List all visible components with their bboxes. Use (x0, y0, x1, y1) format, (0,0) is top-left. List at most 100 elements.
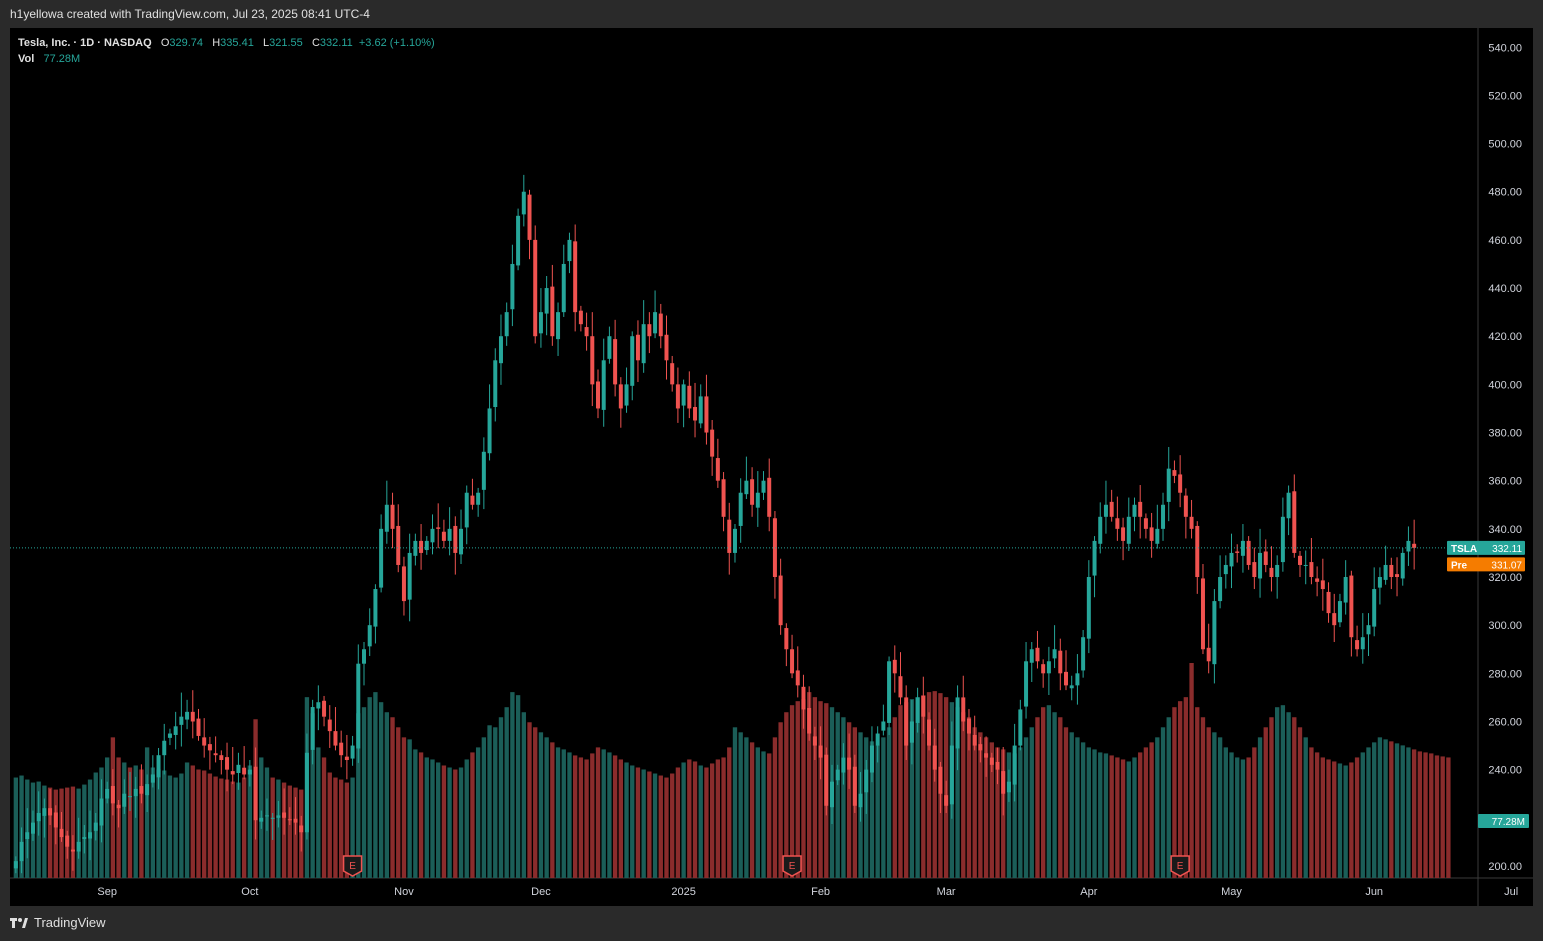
candle-body (1280, 516, 1285, 563)
legend-low: 321.55 (269, 37, 303, 49)
candlestick-chart[interactable]: 540.00 520.00 500.00 480.00 460.00 440.00 420.… (10, 28, 1533, 906)
candle-body (630, 336, 635, 386)
volume-bar (224, 779, 230, 878)
volume-bar (1092, 749, 1097, 878)
candle-body (133, 788, 138, 797)
candle-body (1263, 551, 1268, 565)
volume-bar (1303, 737, 1308, 878)
candle-body (247, 769, 252, 775)
candle-body (989, 757, 994, 765)
volume-bar (624, 762, 629, 878)
volume-bar (378, 702, 384, 878)
candle-body (858, 793, 863, 808)
candle-body (162, 740, 167, 756)
volume-bar (1132, 757, 1137, 878)
volume-bar (1206, 727, 1211, 878)
volume-bar (647, 771, 652, 878)
candle-body (1029, 649, 1034, 663)
candle-body (333, 731, 338, 746)
volume-bar (464, 759, 469, 878)
volume-bar (652, 773, 658, 878)
volume-bar (784, 712, 789, 878)
volume-bar (1143, 747, 1149, 878)
volume-bar (1189, 663, 1194, 878)
candle-body (259, 817, 264, 822)
volume-bar (453, 769, 458, 878)
candle-body (1269, 567, 1274, 578)
candle-body (276, 815, 281, 818)
candle-body (1103, 504, 1108, 517)
volume-bar (527, 722, 532, 878)
candle-body (635, 334, 640, 361)
candle-body (1161, 504, 1166, 529)
candle-body (59, 828, 64, 838)
candle-body (99, 798, 104, 826)
candle-body (150, 774, 155, 783)
volume-bar (1343, 765, 1348, 878)
candle-body (122, 793, 127, 807)
candle-body (1189, 516, 1194, 529)
candle-body (185, 711, 190, 720)
candle-body (909, 721, 914, 743)
candle-body (675, 384, 680, 409)
y-tick-label: 380.00 (1488, 428, 1522, 440)
candle-body (681, 384, 686, 406)
volume-bar (909, 699, 915, 878)
x-tick-label: Oct (241, 886, 258, 898)
candle-body (710, 429, 715, 457)
volume-bar (1320, 757, 1325, 878)
volume-bar (1257, 737, 1263, 878)
candle-body (1121, 527, 1126, 541)
volume-bar (875, 745, 880, 878)
candle-body (556, 312, 561, 340)
volume-bar (1046, 705, 1052, 878)
candle-body (1064, 671, 1068, 686)
volume-bar (1377, 737, 1383, 878)
x-tick-label: 2025 (671, 886, 695, 898)
candle-body (1320, 580, 1325, 590)
candle-body (93, 822, 98, 831)
candle-body (42, 808, 47, 816)
volume-bar (1012, 753, 1017, 878)
candle-body (1109, 501, 1114, 517)
volume-bar (167, 775, 173, 878)
chart-area[interactable]: 540.00 520.00 500.00 480.00 460.00 440.00 420.… (10, 28, 1533, 906)
volume-bar (641, 769, 646, 878)
volume-bar (504, 707, 509, 878)
volume-bar (607, 752, 612, 878)
y-tick-label: 480.00 (1488, 187, 1522, 199)
candle-body (584, 327, 589, 337)
volume-bar (1354, 757, 1360, 878)
volume-bar (1252, 747, 1257, 878)
candle-body (704, 396, 709, 433)
candle-body (881, 721, 886, 731)
x-tick-label: Sep (97, 886, 117, 898)
volume-bar (1063, 727, 1069, 878)
volume-bar (1069, 732, 1074, 878)
candle-body (1035, 647, 1040, 662)
volume-bar (127, 767, 133, 878)
volume-bar (447, 767, 452, 878)
volume-bar (1115, 757, 1120, 878)
candle-body (618, 384, 623, 409)
volume-bar (704, 767, 709, 878)
volume-bar (807, 692, 812, 878)
candle-body (242, 767, 247, 775)
candle-body (732, 528, 737, 553)
candle-body (390, 504, 395, 529)
candle-body (641, 324, 646, 364)
candle-body (1286, 492, 1291, 519)
candle-body (1366, 625, 1371, 635)
candle-body (801, 686, 806, 710)
volume-bar (401, 737, 407, 878)
candle-body (1195, 525, 1200, 578)
candle-body (1046, 661, 1051, 674)
x-tick-label: Mar (937, 886, 956, 898)
volume-bar (1383, 739, 1388, 878)
candle-body (864, 769, 869, 793)
tradingview-logo[interactable]: TradingView (10, 915, 106, 930)
volume-bar (846, 722, 852, 878)
candle-body (1058, 650, 1063, 674)
candle-body (219, 755, 224, 761)
header-caption: h1yellowa created with TradingView.com, … (10, 7, 370, 21)
